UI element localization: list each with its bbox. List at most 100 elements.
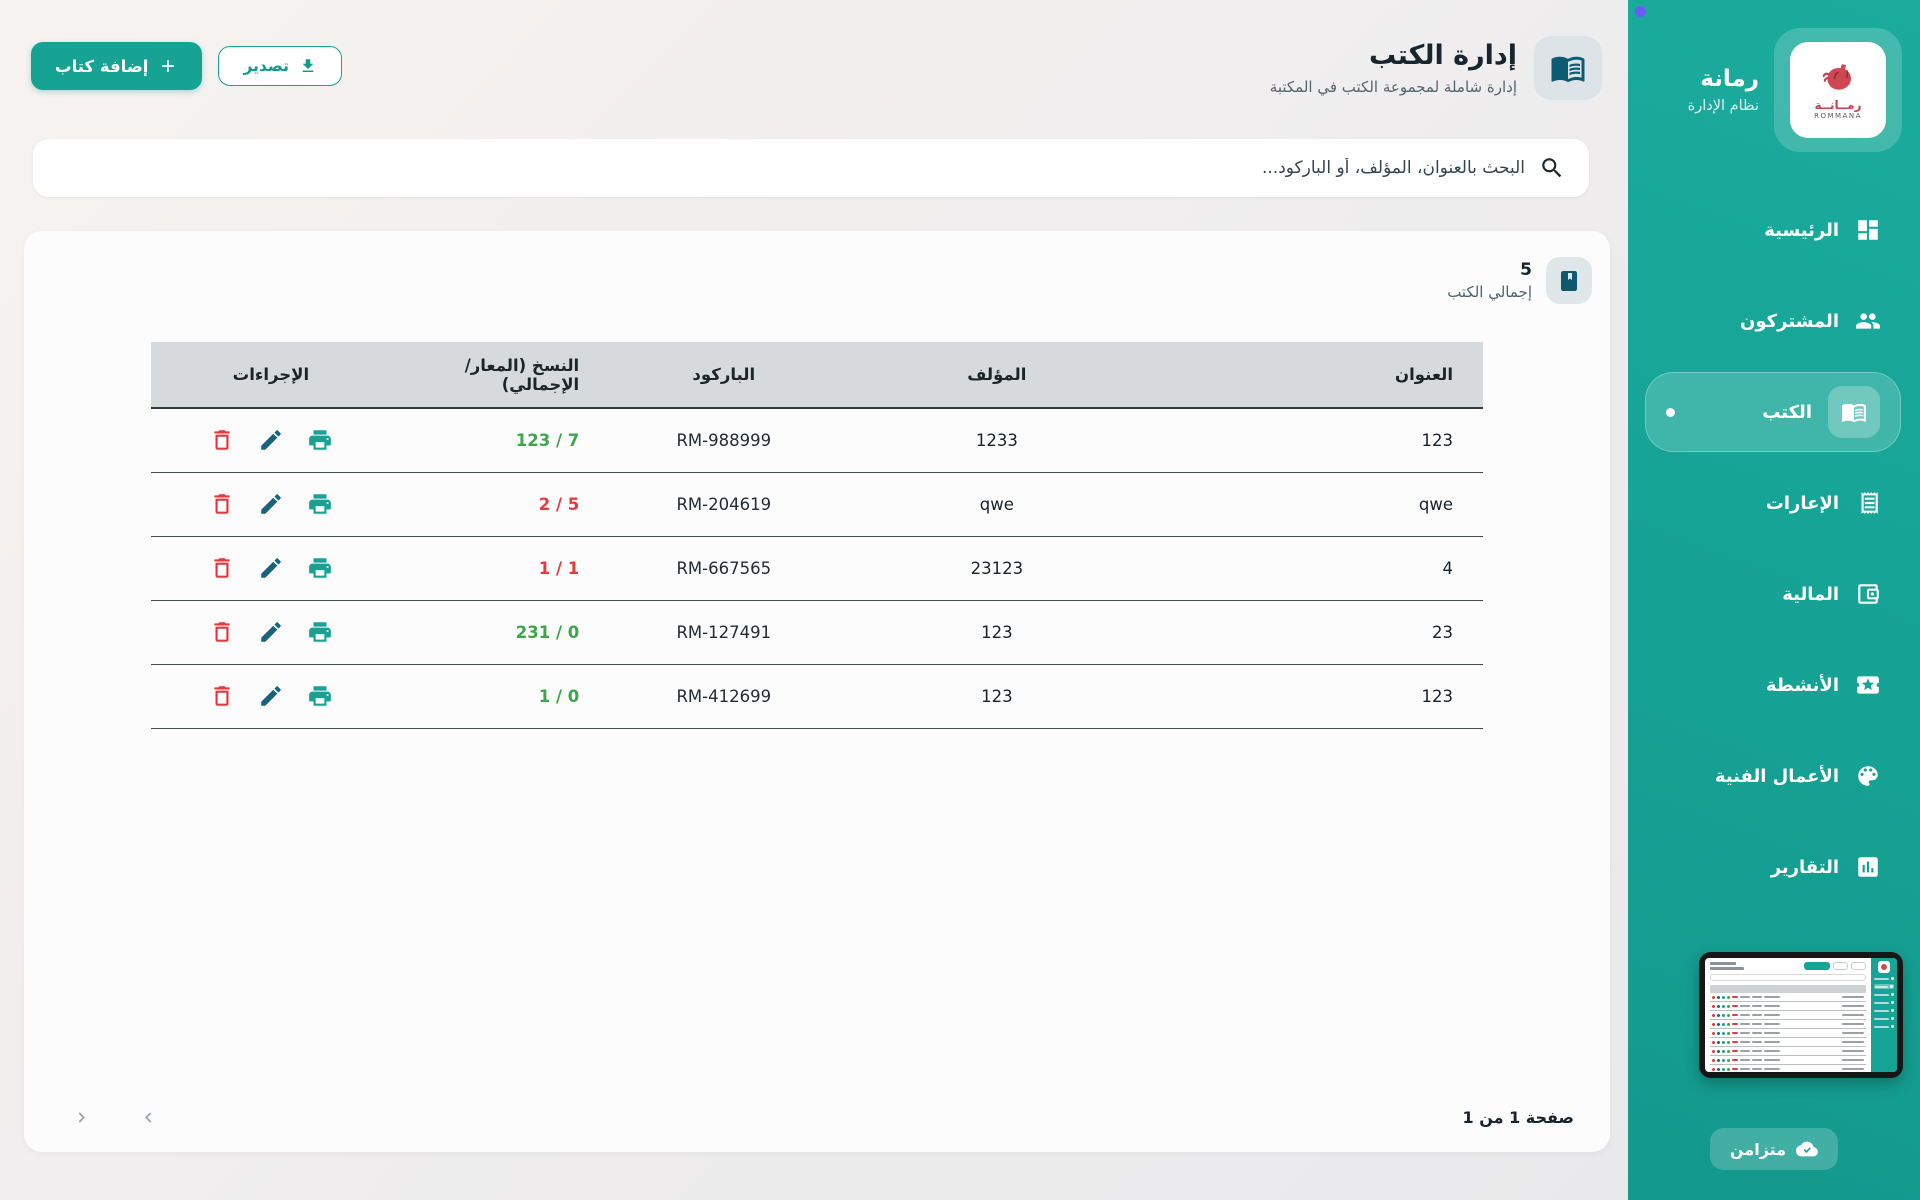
edit-book-button[interactable] [258,427,284,453]
book-bookmark-icon-badge [1546,257,1592,304]
delete-book-button[interactable] [209,555,235,581]
brand-logo-tile: رمــانــة ROMMANA [1774,28,1902,152]
print-barcode-button[interactable] [307,491,333,517]
receipt-icon [1855,490,1881,516]
sidebar-item-loans[interactable]: الإعارات [1645,463,1901,543]
actions-cell [151,472,391,537]
edit-book-button[interactable] [258,619,284,645]
delete-book-button[interactable] [209,427,235,453]
title-block: إدارة الكتب إدارة شاملة لمجموعة الكتب في… [1270,40,1517,95]
main-content: إدارة الكتب إدارة شاملة لمجموعة الكتب في… [0,0,1628,1200]
sidebar-item-home[interactable]: الرئيسية [1645,190,1901,270]
print-barcode-button[interactable] [307,555,333,581]
active-indicator-dot [1666,407,1675,417]
open-book-icon [1550,50,1586,86]
add-book-button[interactable]: إضافة كتاب [31,42,203,90]
column-header-author: المؤلف [830,342,1164,409]
delete-icon [214,622,230,642]
delete-icon [214,686,230,706]
people-icon [1855,308,1881,334]
bookmark-book-icon [1557,269,1581,293]
barcode-cell: RM-412699 [617,664,831,729]
print-barcode-button[interactable] [307,619,333,645]
pagination-prev-button[interactable] [138,1107,159,1128]
edit-book-button[interactable] [258,683,284,709]
print-barcode-button[interactable] [307,427,333,453]
copies-cell: 1 / 0 [390,664,618,729]
author-cell: qwe [830,472,1164,537]
chevron-left-icon [138,1107,159,1128]
print-icon [309,686,331,706]
pagination-next-button[interactable] [71,1107,92,1128]
edit-book-button[interactable] [258,555,284,581]
brand-name: رمانة [1700,66,1759,92]
logo-caption-ar: رمــانــة [1814,98,1862,113]
author-cell: 1233 [830,408,1164,473]
dashboard-icon [1855,217,1881,243]
brand: رمــانــة ROMMANA رمانة نظام الإدارة [1628,0,1920,152]
delete-book-button[interactable] [209,683,235,709]
edit-icon [261,494,281,514]
export-button[interactable]: تصدير [218,46,342,86]
column-header-barcode: الباركود [617,342,831,409]
books-table-header: العنوان المؤلف الباركود النسخ (المعار/الإجم… [151,342,1483,409]
barcode-cell: RM-204619 [617,472,831,537]
preview-content [1705,958,1871,1072]
edit-book-button[interactable] [258,491,284,517]
sidebar-item-books[interactable]: الكتب [1645,372,1901,452]
sidebar-item-reports[interactable]: التقارير [1645,827,1901,907]
sidebar-item-label: الأعمال الفنية [1714,765,1839,787]
wallet-icon [1855,581,1881,607]
barcode-cell: RM-667565 [617,536,831,601]
sidebar-item-activities[interactable]: الأنشطة [1645,645,1901,725]
copies-cell: 231 / 0 [390,600,618,665]
notification-dot [1635,6,1646,17]
column-header-actions: الإجراءات [151,342,391,409]
preview-sidebar [1871,958,1897,1072]
delete-icon [214,494,230,514]
add-book-button-label: إضافة كتاب [55,56,149,76]
page-title: إدارة الكتب [1369,40,1517,72]
brand-text: رمانة نظام الإدارة [1688,66,1759,114]
sidebar-item-artworks[interactable]: الأعمال الفنية [1645,736,1901,816]
sidebar-item-label: الإعارات [1765,492,1839,514]
rommana-logo-card: رمــانــة ROMMANA [1790,42,1886,138]
ticket-star-icon [1855,672,1881,698]
book-row: qwe qwe RM-204619 2 / 5 [151,472,1483,537]
search-input[interactable] [33,139,1589,197]
actions-cell [151,408,391,473]
edit-icon [261,622,281,642]
sidebar-item-label: المشتركون [1740,310,1839,332]
edit-icon [261,558,281,578]
copies-cell: 2 / 5 [390,472,618,537]
content-card: 5 إجمالي الكتب العنوان المؤلف الباركود النس… [24,231,1610,1152]
book-row: 4 23123 RM-667565 1 / 1 [151,536,1483,601]
sidebar-item-members[interactable]: المشتركون [1645,281,1901,361]
total-books-stat: 5 إجمالي الكتب [24,231,1610,304]
sidebar-item-label: المالية [1782,583,1839,605]
column-header-copies: النسخ (المعار/الإجمالي) [390,342,618,409]
brand-subtitle: نظام الإدارة [1687,98,1759,114]
book-row: 123 1233 RM-988999 123 / 7 [151,408,1483,473]
page-indicator: صفحة 1 من 1 [1462,1108,1574,1127]
search-bar [33,139,1589,197]
title-cell: 4 [1163,536,1483,601]
sidebar-item-label: الكتب [1762,401,1812,423]
book-icon [1828,386,1880,438]
print-barcode-button[interactable] [307,683,333,709]
logo-caption-en: ROMMANA [1814,112,1862,121]
books-table: العنوان المؤلف الباركود النسخ (المعار/الإجم… [151,342,1483,729]
stat-label: إجمالي الكتب [1447,283,1532,301]
actions-cell [151,664,391,729]
chevron-right-icon [71,1107,92,1128]
sidebar-item-label: الرئيسية [1764,219,1839,241]
pagination: صفحة 1 من 1 [71,1107,1574,1128]
title-cell: 123 [1163,664,1483,729]
sync-status-button[interactable]: متزامن [1709,1128,1839,1170]
sidebar-item-finance[interactable]: المالية [1645,554,1901,634]
delete-book-button[interactable] [209,491,235,517]
download-icon [299,57,317,75]
delete-book-button[interactable] [209,619,235,645]
book-row: 123 123 RM-412699 1 / 0 [151,664,1483,729]
stat-value: 5 [1520,260,1532,280]
